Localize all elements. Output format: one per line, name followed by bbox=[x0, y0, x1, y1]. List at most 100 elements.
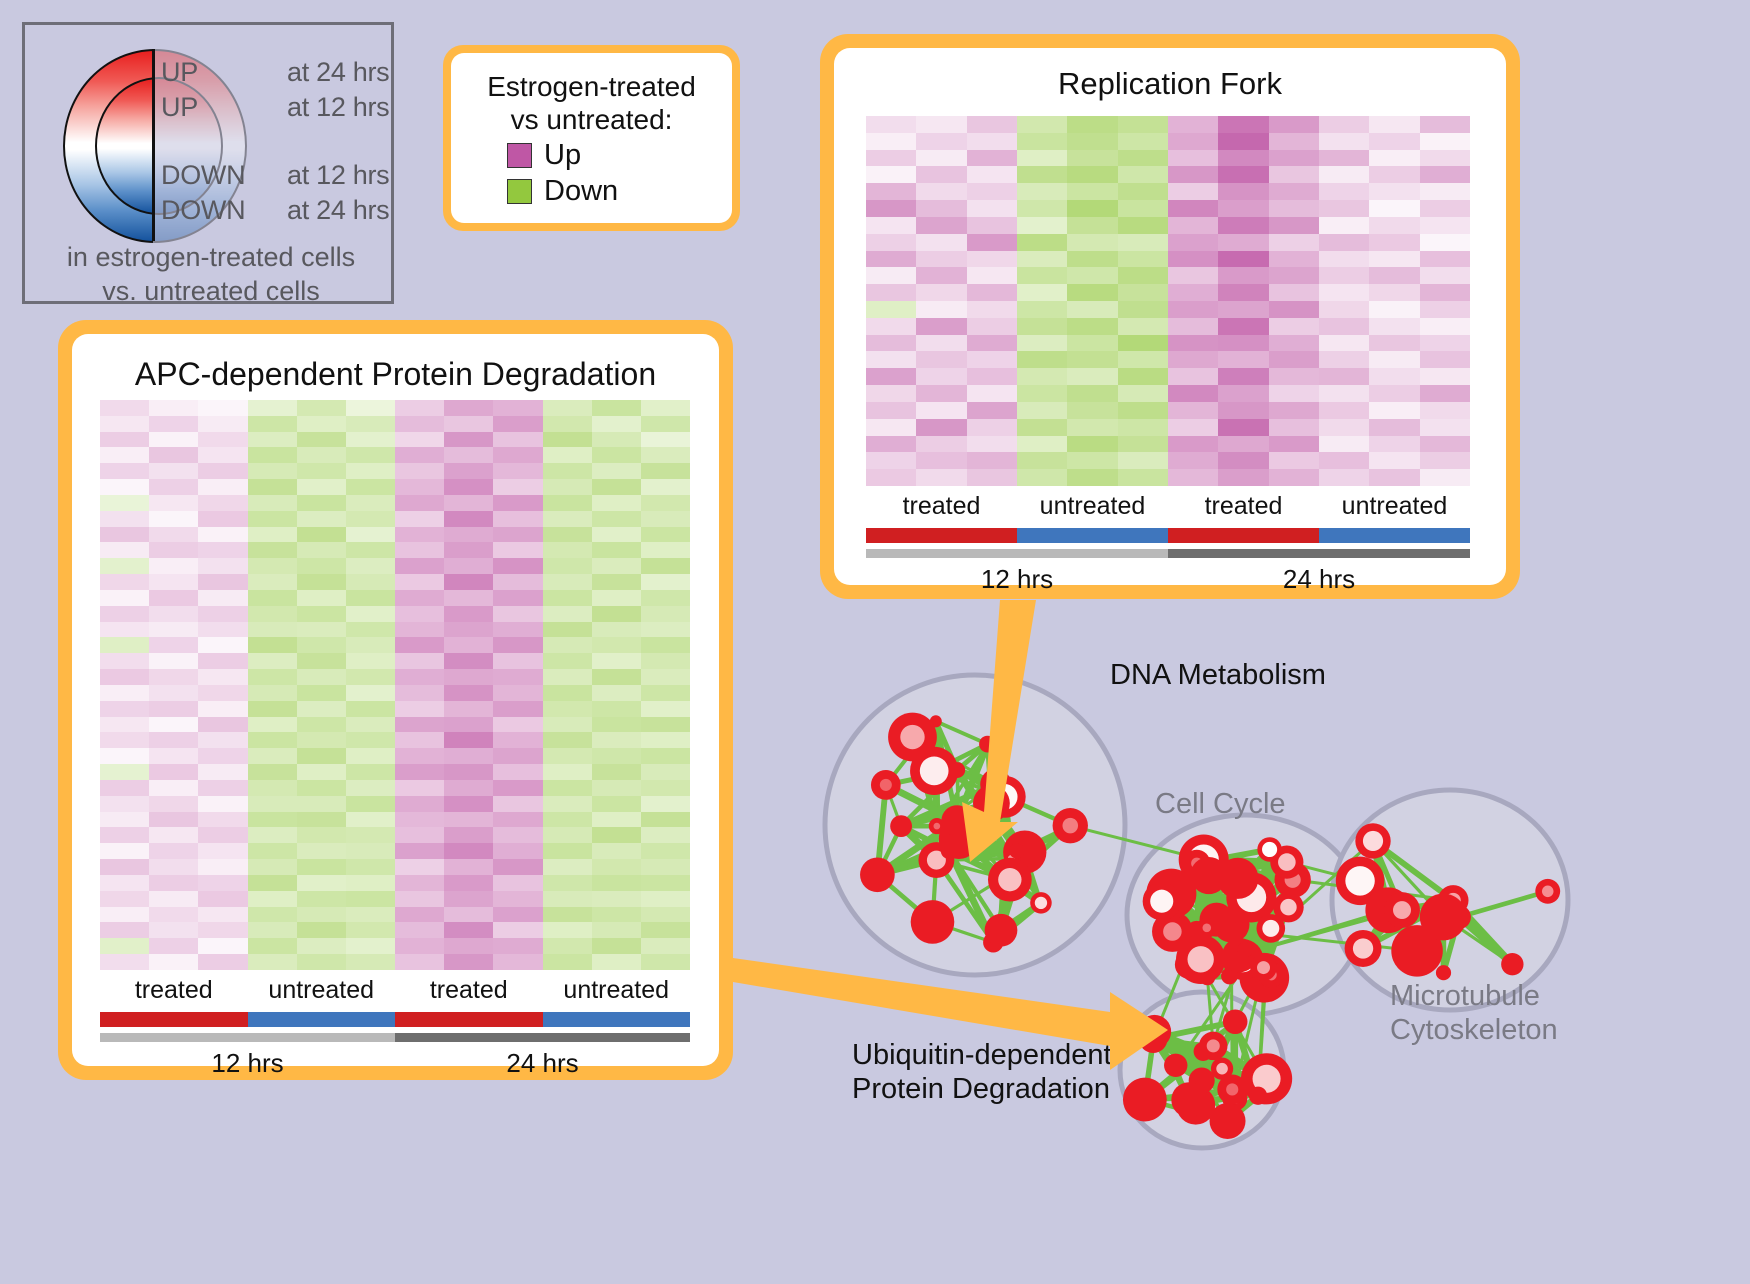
heatmap-cell bbox=[198, 859, 247, 875]
network-node[interactable] bbox=[1384, 892, 1420, 928]
heatmap-cell bbox=[592, 606, 641, 622]
network-node[interactable] bbox=[1355, 823, 1390, 858]
heatmap-cell bbox=[297, 606, 346, 622]
time-bar-1 bbox=[395, 1033, 690, 1042]
network-node[interactable] bbox=[1436, 965, 1451, 980]
heatmap-cell bbox=[1218, 436, 1268, 453]
heatmap-cell bbox=[967, 419, 1017, 436]
heatmap-cell bbox=[641, 463, 690, 479]
network-node[interactable] bbox=[1420, 894, 1467, 941]
heatmap-cell bbox=[444, 732, 493, 748]
network-node[interactable] bbox=[1223, 1009, 1248, 1034]
heatmap-cell bbox=[1118, 301, 1168, 318]
heatmap-cell bbox=[248, 796, 297, 812]
heatmap-cell bbox=[1269, 234, 1319, 251]
network-node[interactable] bbox=[979, 736, 996, 753]
heatmap-cell bbox=[248, 432, 297, 448]
heatmap-cell bbox=[1118, 419, 1168, 436]
network-node[interactable] bbox=[1164, 1054, 1187, 1077]
heatmap-cell bbox=[916, 116, 966, 133]
heatmap-cell bbox=[493, 891, 542, 907]
heatmap-cell bbox=[444, 891, 493, 907]
heatmap-cell bbox=[1319, 284, 1369, 301]
network-node[interactable] bbox=[1199, 1032, 1228, 1061]
heatmap-cell bbox=[1118, 116, 1168, 133]
network-node[interactable] bbox=[1250, 954, 1277, 981]
heatmap-cell bbox=[543, 542, 592, 558]
heatmap-cell bbox=[1118, 402, 1168, 419]
network-node[interactable] bbox=[1138, 1015, 1171, 1048]
legend-time-0: at 24 hrs bbox=[287, 57, 389, 88]
heatmap-cell bbox=[1369, 284, 1419, 301]
heatmap-cell bbox=[1067, 267, 1117, 284]
legend-direction-2: DOWN bbox=[161, 160, 245, 191]
heatmap-cell bbox=[297, 574, 346, 590]
heatmap-cell bbox=[198, 527, 247, 543]
network-node[interactable] bbox=[1217, 1075, 1247, 1105]
heatmap-cell bbox=[444, 574, 493, 590]
heatmap-cell bbox=[543, 669, 592, 685]
heatmap-cell bbox=[1168, 133, 1218, 150]
network-node[interactable] bbox=[1210, 1103, 1246, 1139]
network-node[interactable] bbox=[1345, 930, 1382, 967]
heatmap-cell bbox=[346, 447, 395, 463]
network-node[interactable] bbox=[1535, 879, 1560, 904]
network-node[interactable] bbox=[1249, 1087, 1267, 1105]
heatmap-cell bbox=[1118, 217, 1168, 234]
heatmap-cell bbox=[493, 400, 542, 416]
heatmap-cell bbox=[395, 701, 444, 717]
network-node[interactable] bbox=[949, 762, 965, 778]
heatmap-cell bbox=[149, 479, 198, 495]
heatmap-cell bbox=[493, 701, 542, 717]
heatmap-cell bbox=[1420, 267, 1470, 284]
network-node[interactable] bbox=[860, 857, 895, 892]
heatmap-cell bbox=[641, 653, 690, 669]
network-node[interactable] bbox=[1053, 808, 1088, 843]
network-node[interactable] bbox=[1009, 843, 1024, 858]
network-node[interactable] bbox=[1171, 1082, 1206, 1117]
heatmap-cell bbox=[395, 732, 444, 748]
network-node[interactable] bbox=[1230, 922, 1247, 939]
heatmap-cell bbox=[543, 400, 592, 416]
heatmap-cell bbox=[1369, 402, 1419, 419]
heatmap-cell bbox=[641, 938, 690, 954]
network-node[interactable] bbox=[890, 815, 912, 837]
network-node[interactable] bbox=[941, 805, 972, 836]
heatmap-cell bbox=[1319, 335, 1369, 352]
heatmap-cell bbox=[1319, 385, 1369, 402]
network-node[interactable] bbox=[988, 858, 1032, 902]
network-node[interactable] bbox=[1273, 892, 1304, 923]
network-node[interactable] bbox=[1217, 858, 1258, 899]
network-node[interactable] bbox=[1143, 882, 1181, 920]
network-node[interactable] bbox=[871, 770, 901, 800]
cluster-label-ubiquitin: Ubiquitin-dependent Protein Degradation bbox=[852, 1038, 1112, 1106]
heatmap-cell bbox=[1218, 385, 1268, 402]
cond-label-1: untreated bbox=[248, 976, 396, 1005]
network-node[interactable] bbox=[973, 785, 1010, 822]
heatmap-cell bbox=[641, 717, 690, 733]
heatmap-cell bbox=[592, 653, 641, 669]
network-node[interactable] bbox=[1030, 892, 1052, 914]
network-node[interactable] bbox=[1176, 935, 1225, 984]
network-node[interactable] bbox=[985, 914, 1018, 947]
network-node[interactable] bbox=[1501, 953, 1523, 975]
network-node[interactable] bbox=[888, 713, 937, 762]
heatmap-cell bbox=[592, 495, 641, 511]
node-inner-disc bbox=[998, 868, 1021, 891]
heatmap-cell bbox=[297, 827, 346, 843]
heatmap-cell bbox=[641, 732, 690, 748]
heatmap-cell bbox=[1168, 335, 1218, 352]
network-node[interactable] bbox=[911, 900, 955, 944]
node-inner-disc bbox=[1542, 886, 1554, 898]
heatmap-cell bbox=[444, 558, 493, 574]
heatmap-cell bbox=[198, 622, 247, 638]
network-node[interactable] bbox=[1257, 837, 1281, 861]
heatmap-cell bbox=[297, 637, 346, 653]
time-label-1: 24 hrs bbox=[395, 1048, 690, 1079]
network-node[interactable] bbox=[1237, 942, 1252, 957]
heatmap-cell bbox=[543, 685, 592, 701]
network-node[interactable] bbox=[1123, 1078, 1167, 1122]
heatmap-apc-degradation bbox=[100, 400, 690, 970]
network-node[interactable] bbox=[941, 842, 958, 859]
heatmap-cell bbox=[395, 843, 444, 859]
